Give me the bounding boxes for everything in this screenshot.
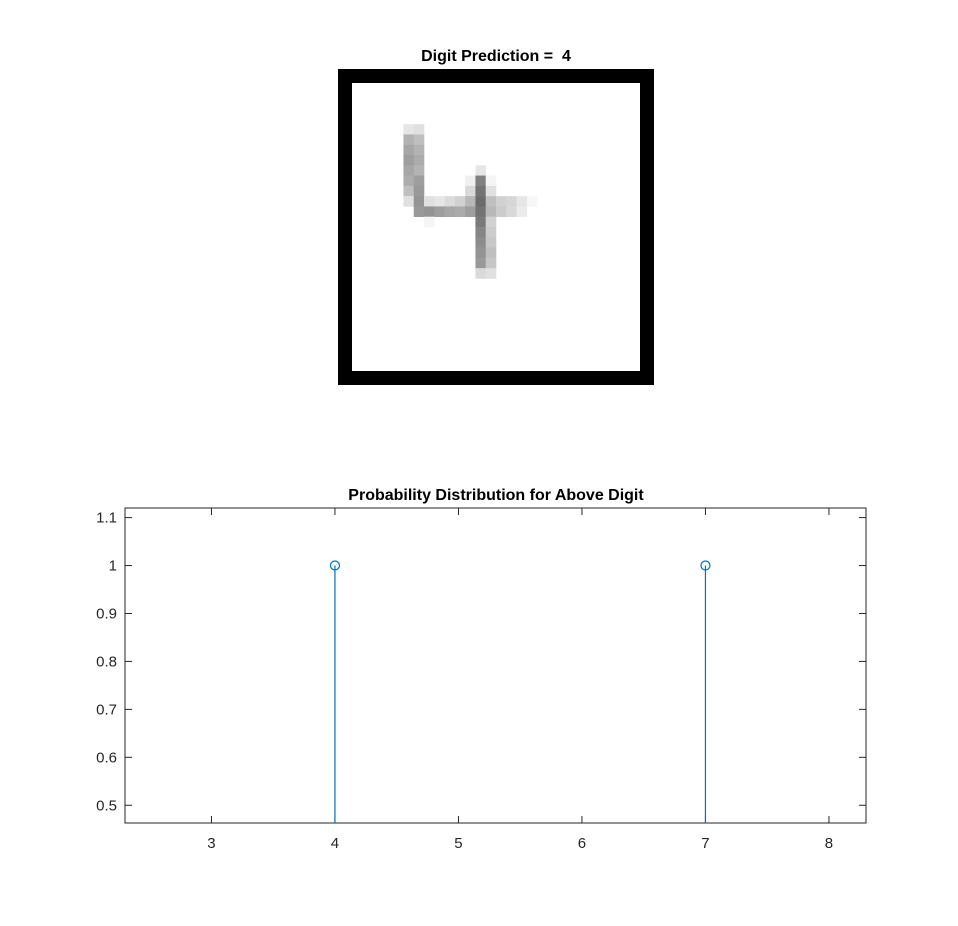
- digit-pixel: [403, 124, 415, 135]
- digit-pixel: [413, 155, 425, 166]
- digit-pixel: [403, 196, 415, 207]
- digit-pixel: [444, 196, 456, 207]
- digit-pixel: [485, 268, 497, 279]
- digit-pixel: [465, 196, 476, 207]
- digit-pixel: [506, 206, 517, 218]
- digit-pixel: [424, 216, 435, 228]
- digit-pixel: [413, 165, 425, 176]
- digit-pixel: [403, 155, 415, 166]
- digit-pixel: [403, 185, 415, 197]
- digit-pixel: [413, 185, 425, 197]
- x-tick-label: 8: [825, 835, 833, 852]
- stem-marker: [329, 560, 341, 571]
- digit-pixel: [403, 175, 415, 187]
- digit-pixel: [465, 175, 476, 187]
- digit-pixel: [475, 175, 487, 187]
- digit-pixel: [475, 268, 487, 279]
- digit-pixel: [403, 144, 415, 156]
- digit-pixel: [485, 175, 497, 187]
- y-tick-label: 0.8: [96, 653, 117, 670]
- y-tick-label: 1.1: [96, 510, 117, 527]
- stem-marker: [700, 560, 711, 571]
- digit-pixel: [475, 196, 487, 207]
- digit-pixel: [475, 185, 487, 197]
- digit-pixel: [413, 134, 425, 146]
- digit-pixel: [496, 196, 507, 207]
- digit-pixel: [475, 216, 487, 228]
- digit-pixel: [413, 175, 425, 187]
- digit-pixel: [475, 257, 487, 269]
- digit-pixel: [413, 144, 425, 156]
- digit-pixel: [434, 196, 445, 207]
- digit-pixel: [413, 196, 425, 207]
- digit-pixel: [454, 196, 466, 207]
- digit-pixel: [403, 165, 415, 176]
- digit-pixel: [485, 257, 497, 269]
- digit-pixel: [475, 247, 487, 259]
- digit-pixel: [526, 196, 538, 207]
- digit-pixel: [413, 206, 425, 218]
- x-tick-label: 5: [454, 835, 462, 852]
- digit-pixel: [485, 237, 497, 248]
- digit-pixel: [485, 206, 497, 218]
- digit-pixel: [485, 196, 497, 207]
- chart-title: Probability Distribution for Above Digit: [348, 487, 644, 504]
- y-tick-label: 0.7: [96, 701, 117, 718]
- digit-pixel: [413, 124, 425, 135]
- plot-area: [124, 507, 867, 824]
- digit-pixel: [424, 206, 435, 218]
- y-axis: 0.5 0.6 0.7 0.8 0.9 1 1.1: [96, 510, 866, 814]
- chart-axes: 3 4 5 6 7 8 0.5 0.6 0.7 0.8 0.9 1 1.1: [96, 507, 867, 852]
- digit-pixels: [403, 124, 538, 279]
- x-tick-label: 4: [331, 835, 339, 852]
- digit-image: [338, 69, 654, 385]
- y-tick-label: 0.9: [96, 605, 117, 622]
- y-tick-label: 0.5: [96, 797, 117, 814]
- digit-pixel: [485, 185, 497, 197]
- digit-pixel: [454, 206, 466, 218]
- digit-pixel: [496, 206, 507, 218]
- x-tick-label: 7: [701, 835, 709, 852]
- digit-pixel: [434, 206, 445, 218]
- digit-pixel: [465, 206, 476, 218]
- digit-pixel: [516, 196, 528, 207]
- digit-pixel: [516, 206, 528, 218]
- digit-pixel: [444, 206, 456, 218]
- y-tick-label: 0.6: [96, 749, 117, 766]
- digit-pixel: [506, 196, 517, 207]
- digit-pixel: [485, 247, 497, 259]
- digit-pixel: [465, 185, 476, 197]
- y-tick-label: 1: [109, 558, 117, 575]
- digit-pixel: [485, 216, 497, 228]
- stem-series: [329, 560, 711, 823]
- digit-pixel: [403, 134, 415, 146]
- digit-pixel: [485, 227, 497, 238]
- digit-prediction-title: Digit Prediction = 4: [421, 48, 571, 65]
- digit-pixel: [475, 237, 487, 248]
- x-tick-label: 3: [207, 835, 215, 852]
- digit-pixel: [475, 165, 487, 176]
- x-tick-label: 6: [578, 835, 586, 852]
- digit-pixel: [475, 206, 487, 218]
- x-axis: 3 4 5 6 7 8: [207, 508, 833, 852]
- digit-pixel: [475, 227, 487, 238]
- digit-pixel: [424, 196, 435, 207]
